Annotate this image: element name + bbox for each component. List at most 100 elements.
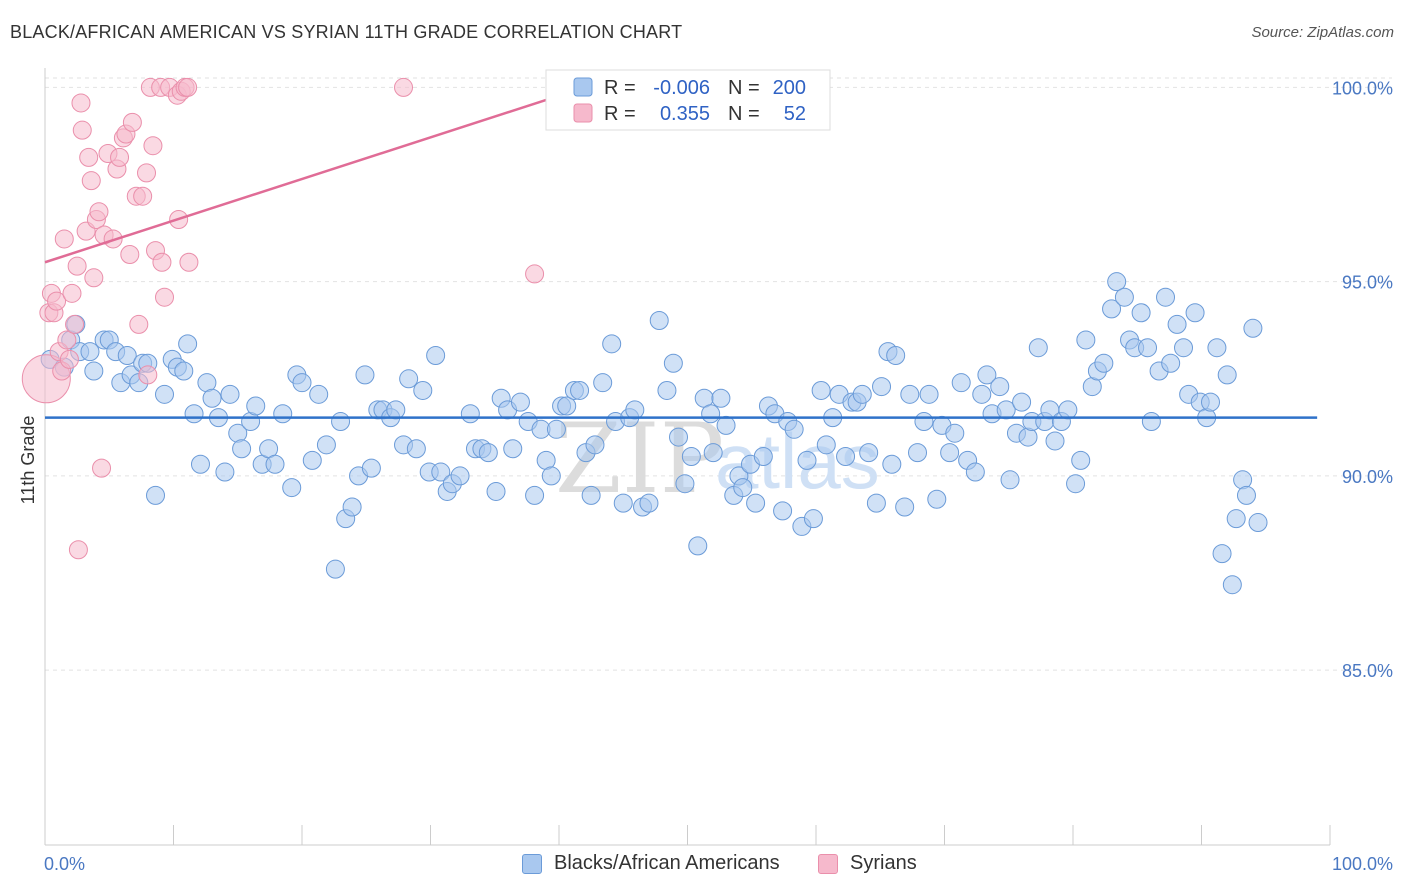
- legend-swatch-pink: [573, 103, 593, 123]
- trend-lines: [44, 86, 1318, 419]
- point-blacks: [325, 559, 345, 579]
- point-blacks: [1222, 575, 1242, 595]
- point-blacks: [316, 435, 336, 455]
- point-blacks: [972, 384, 992, 404]
- point-syrians: [59, 349, 79, 369]
- point-blacks: [220, 384, 240, 404]
- point-blacks: [302, 450, 322, 470]
- point-blacks: [927, 489, 947, 509]
- point-blacks: [859, 443, 879, 463]
- bottom-legend: Blacks/African Americans Syrians: [0, 852, 1406, 878]
- point-blacks: [331, 412, 351, 432]
- point-blacks: [431, 462, 451, 482]
- point-blacks: [84, 361, 104, 381]
- point-syrians: [155, 287, 175, 307]
- point-syrians: [89, 202, 109, 222]
- point-syrians: [67, 256, 87, 276]
- point-blacks: [450, 466, 470, 486]
- point-blacks: [406, 439, 426, 459]
- point-syrians: [72, 120, 92, 140]
- legend-r-label-2: R =: [604, 103, 636, 125]
- point-blacks: [361, 458, 381, 478]
- point-blacks: [908, 443, 928, 463]
- point-blacks: [146, 485, 166, 505]
- point-blacks: [746, 493, 766, 513]
- point-blacks: [703, 443, 723, 463]
- point-blacks: [1076, 330, 1096, 350]
- point-blacks: [1217, 365, 1237, 385]
- bottom-legend-label-blacks: Blacks/African Americans: [554, 852, 780, 874]
- point-blacks: [649, 311, 669, 331]
- point-blacks: [784, 419, 804, 439]
- point-blacks: [1243, 318, 1263, 338]
- chart-title: BLACK/AFRICAN AMERICAN VS SYRIAN 11TH GR…: [10, 22, 683, 42]
- point-blacks: [639, 493, 659, 513]
- point-blacks: [797, 450, 817, 470]
- point-syrians: [84, 268, 104, 288]
- point-blacks: [593, 373, 613, 393]
- y-tick-label: 85.0%: [1342, 661, 1393, 681]
- point-blacks: [1094, 353, 1114, 373]
- source-credit: Source: ZipAtlas.com: [1251, 24, 1394, 41]
- point-syrians: [92, 458, 112, 478]
- point-blacks: [836, 447, 856, 466]
- point-blacks: [1167, 314, 1187, 334]
- point-blacks: [733, 478, 753, 498]
- point-blacks: [232, 439, 252, 459]
- point-blacks: [675, 474, 695, 494]
- x-tick-label-left: 0.0%: [44, 854, 85, 874]
- point-blacks: [570, 380, 590, 400]
- point-blacks: [663, 353, 683, 373]
- point-blacks: [803, 509, 823, 529]
- point-blacks: [399, 369, 419, 389]
- point-blacks: [816, 435, 836, 455]
- point-blacks: [681, 447, 701, 466]
- point-blacks: [773, 501, 793, 521]
- point-syrians: [65, 314, 85, 334]
- point-blacks: [602, 334, 622, 354]
- point-syrians: [62, 283, 82, 303]
- point-blacks: [273, 404, 293, 424]
- point-blacks: [669, 427, 689, 447]
- point-blacks: [510, 392, 530, 412]
- point-syrians: [79, 147, 99, 167]
- point-blacks: [1058, 400, 1078, 420]
- tick-labels: 85.0% 90.0% 95.0% 100.0% 0.0% 100.0%: [44, 78, 1393, 874]
- point-blacks: [1107, 272, 1127, 292]
- point-syrians: [122, 112, 142, 132]
- bottom-legend-swatch-blue: [522, 853, 542, 874]
- x-tick-label-right: 100.0%: [1332, 854, 1393, 874]
- point-blacks: [1045, 431, 1065, 451]
- point-blacks: [886, 345, 906, 365]
- point-blacks: [625, 400, 645, 420]
- point-blacks: [1000, 470, 1020, 490]
- point-blacks: [174, 361, 194, 381]
- point-blacks: [1236, 485, 1256, 505]
- point-blacks: [613, 493, 633, 513]
- point-blacks: [525, 485, 545, 505]
- point-blacks: [215, 462, 235, 482]
- point-syrians: [68, 540, 88, 560]
- point-syrians: [138, 365, 158, 385]
- point-blacks: [309, 384, 329, 404]
- legend-r-value-1: -0.006: [653, 77, 710, 99]
- point-blacks: [478, 443, 498, 463]
- legend-n-label-1: N =: [728, 77, 760, 99]
- point-blacks: [965, 462, 985, 482]
- point-blacks: [1212, 544, 1232, 564]
- point-syrians: [110, 147, 130, 167]
- point-blacks: [753, 447, 773, 466]
- point-blacks: [80, 342, 100, 362]
- point-blacks: [202, 388, 222, 408]
- point-syrians: [47, 291, 67, 311]
- point-blacks: [541, 466, 561, 486]
- point-blacks: [900, 384, 920, 404]
- point-syrians: [143, 136, 163, 156]
- point-blacks: [1185, 303, 1205, 323]
- point-blacks: [386, 400, 406, 420]
- point-blacks: [914, 412, 934, 432]
- legend-r-label-1: R =: [604, 77, 636, 99]
- point-blacks: [426, 345, 446, 365]
- legend-n-label-2: N =: [728, 103, 760, 125]
- point-syrians: [394, 77, 414, 97]
